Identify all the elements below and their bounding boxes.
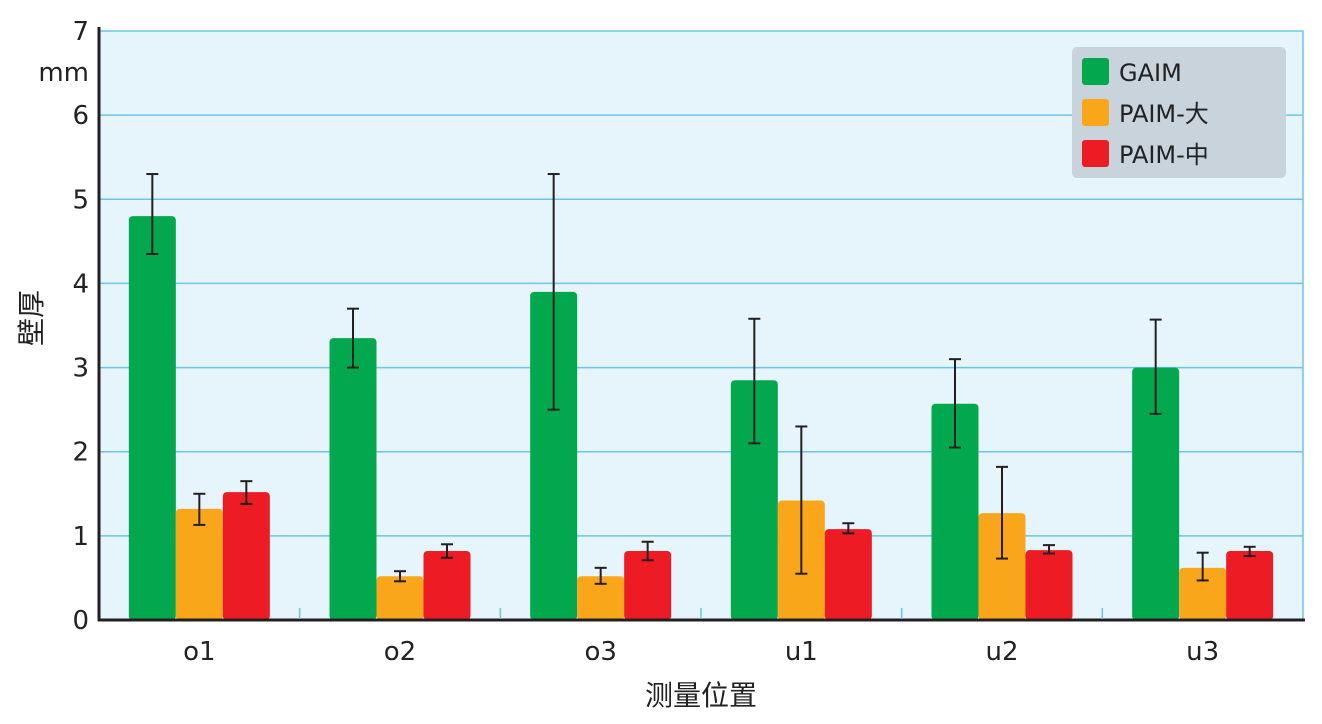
y-tick-label: 5 xyxy=(72,185,89,215)
legend-swatch xyxy=(1082,140,1109,167)
axes xyxy=(97,27,1305,622)
bar xyxy=(978,513,1026,620)
bar xyxy=(730,380,778,620)
bar xyxy=(824,529,872,620)
legend-swatch xyxy=(1082,99,1109,126)
bar xyxy=(1025,550,1073,620)
x-tick-label: o1 xyxy=(183,637,215,667)
bar xyxy=(175,508,223,620)
bar xyxy=(128,216,176,620)
legend-swatch xyxy=(1082,58,1109,85)
legend-label: PAIM-大 xyxy=(1119,100,1209,128)
bar xyxy=(329,338,377,620)
y-unit-label: mm xyxy=(38,58,89,88)
bars xyxy=(128,216,1274,620)
x-tick-label: u2 xyxy=(985,637,1018,667)
x-tick-label: o3 xyxy=(584,637,616,667)
y-tick-label: 4 xyxy=(72,269,89,299)
bar xyxy=(624,551,672,620)
x-tick-label: o2 xyxy=(384,637,416,667)
bar xyxy=(222,492,270,620)
y-tick-labels: 0 1 2 3 4 5 6 7 xyxy=(72,17,89,636)
legend-box xyxy=(1072,47,1286,178)
legend-label: GAIM xyxy=(1119,59,1182,87)
x-tick-label: u3 xyxy=(1186,637,1219,667)
bar xyxy=(931,403,979,620)
bar xyxy=(1226,551,1274,620)
bar xyxy=(530,291,578,620)
y-tick-label: 7 xyxy=(72,17,89,47)
y-tick-label: 3 xyxy=(72,354,89,384)
y-tick-label: 1 xyxy=(72,522,89,552)
bar xyxy=(577,576,625,620)
y-tick-label: 0 xyxy=(72,606,89,636)
y-axis-title: 壁厚 xyxy=(15,290,48,346)
legend-label: PAIM-中 xyxy=(1119,141,1209,169)
bar xyxy=(376,576,424,620)
x-tick-label: u1 xyxy=(785,637,818,667)
bar xyxy=(423,551,471,620)
y-tick-label: 2 xyxy=(72,438,89,468)
error-bars xyxy=(146,173,1256,585)
bar xyxy=(1132,367,1180,620)
bar xyxy=(1179,567,1227,620)
legend: GAIM PAIM-大 PAIM-中 xyxy=(1072,47,1286,178)
y-tick-label: 6 xyxy=(72,101,89,131)
x-axis-title: 测量位置 xyxy=(645,679,757,712)
x-tick-labels: o1 o2 o3 u1 u2 u3 xyxy=(183,637,1219,667)
